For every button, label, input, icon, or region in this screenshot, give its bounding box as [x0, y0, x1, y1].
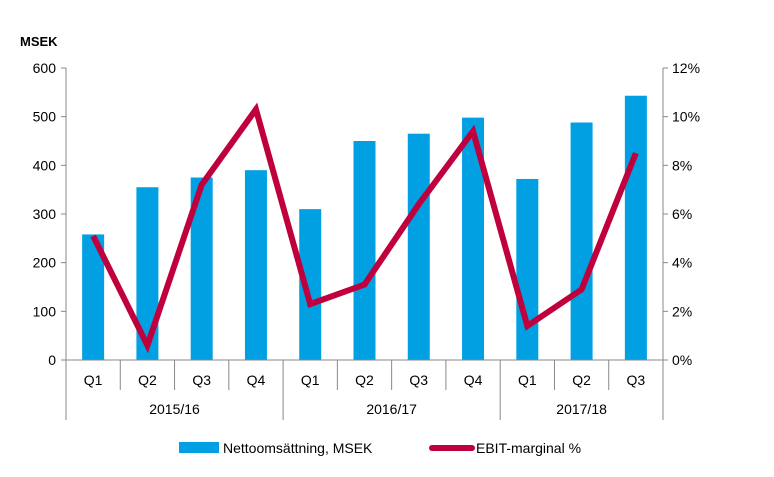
axes [65, 68, 664, 420]
x-tick-label: Q3 [192, 372, 211, 388]
x-period-label: 2017/18 [556, 401, 607, 417]
y-right-tick-label: 10% [672, 109, 700, 125]
y-left-tick-label: 300 [33, 206, 57, 222]
x-tick-label: Q2 [572, 372, 591, 388]
bar [462, 117, 485, 360]
legend: Nettoomsättning, MSEK EBIT-marginal % [179, 440, 581, 456]
legend-line-label: EBIT-marginal % [476, 440, 581, 456]
x-tick-label: Q1 [84, 372, 103, 388]
bar [407, 133, 430, 360]
bar [353, 141, 376, 360]
bar [570, 122, 593, 360]
y-right-tick-label: 2% [672, 303, 692, 319]
bar [624, 95, 647, 361]
y-left-tick-label: 200 [33, 255, 57, 271]
x-tick-label: Q2 [355, 372, 374, 388]
y-right-axis: 0% 2% 4% 6% 8% 10% 12% [663, 60, 700, 368]
y-right-tick-label: 8% [672, 157, 692, 173]
x-tick-label: Q1 [301, 372, 320, 388]
x-period-label: 2015/16 [149, 401, 200, 417]
y-left-tick-label: 0 [48, 352, 56, 368]
legend-bar-swatch [179, 442, 219, 453]
x-tick-label: Q4 [464, 372, 483, 388]
x-axis-labels: Q1 Q2 Q3 Q4 Q1 Q2 Q3 Q4 Q1 Q2 Q3 2015/16 2016/17 2017… [84, 372, 646, 417]
x-tick-label: Q2 [138, 372, 157, 388]
y-left-tick-label: 400 [33, 157, 57, 173]
line-series [90, 102, 639, 354]
y-right-tick-label: 0% [672, 352, 692, 368]
x-tick-label: Q3 [627, 372, 646, 388]
bar [190, 177, 213, 360]
y-left-unit-label: MSEK [20, 34, 58, 49]
y-left-tick-label: 500 [33, 109, 57, 125]
x-tick-label: Q3 [409, 372, 428, 388]
y-right-tick-label: 12% [672, 60, 700, 76]
y-right-tick-label: 6% [672, 206, 692, 222]
bar [299, 209, 322, 360]
x-period-label: 2016/17 [366, 401, 417, 417]
bar [244, 170, 267, 360]
bar [82, 234, 105, 360]
x-tick-label: Q1 [518, 372, 537, 388]
y-right-tick-label: 4% [672, 255, 692, 271]
bar-series [82, 95, 647, 361]
y-left-axis: 0 100 200 300 400 500 600 [33, 60, 66, 368]
bar [136, 187, 159, 360]
y-left-tick-label: 100 [33, 303, 57, 319]
bar [516, 178, 539, 360]
x-tick-label: Q4 [247, 372, 266, 388]
y-left-tick-label: 600 [33, 60, 57, 76]
legend-bar-label: Nettoomsättning, MSEK [223, 440, 373, 456]
